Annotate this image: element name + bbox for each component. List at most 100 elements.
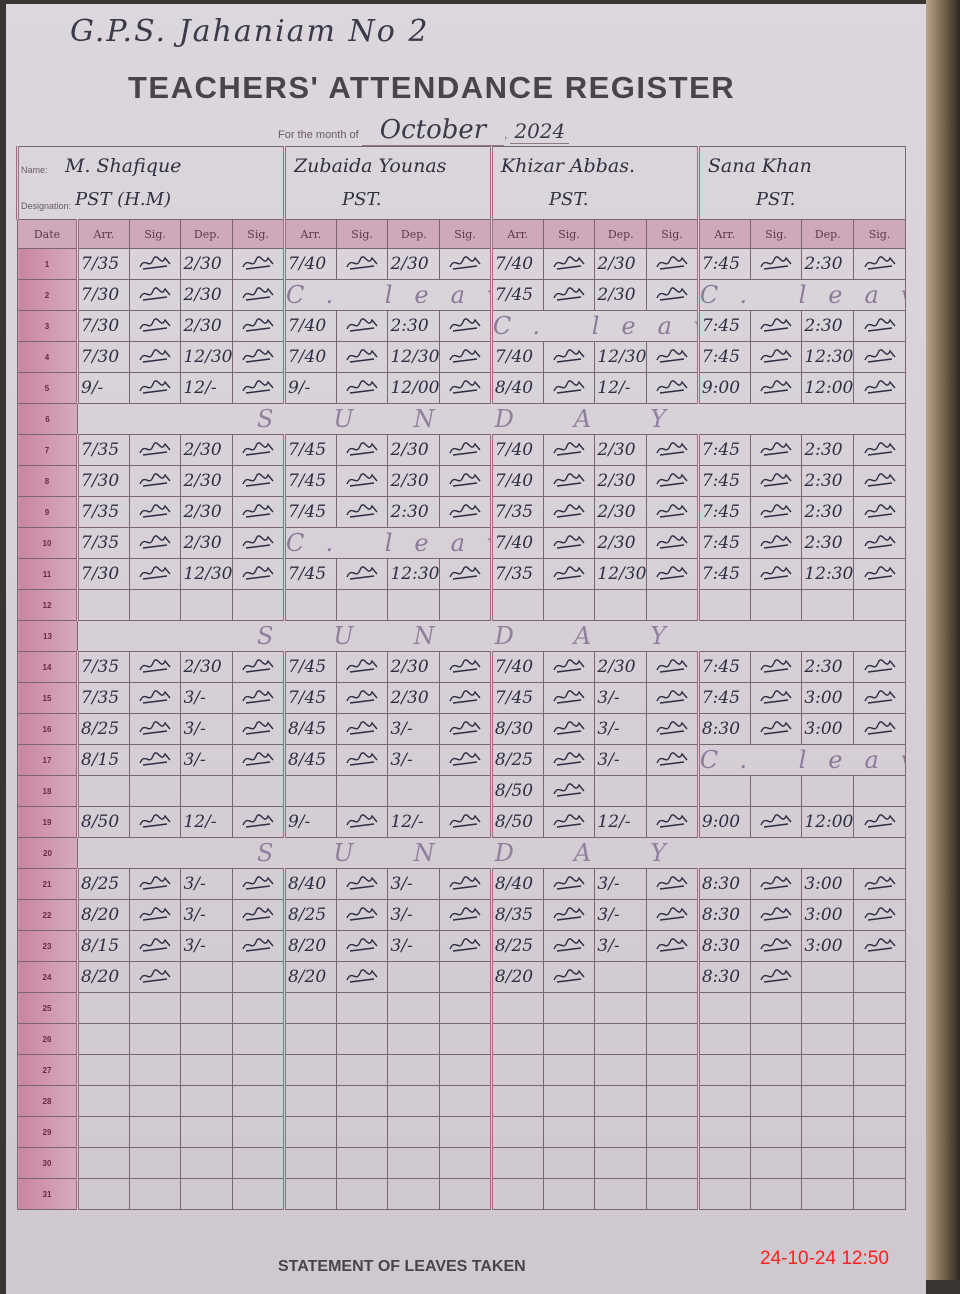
arrival-time: 8/20 bbox=[489, 961, 544, 993]
signature-mark bbox=[139, 255, 171, 270]
arrival-time bbox=[489, 1147, 544, 1179]
arrival-signature bbox=[335, 1147, 389, 1179]
departure-time: 12:00 bbox=[801, 372, 855, 404]
arrival-time: 7:45 bbox=[696, 248, 751, 280]
departure-signature bbox=[232, 496, 285, 528]
signature-mark bbox=[760, 348, 792, 363]
departure-signature bbox=[853, 527, 906, 559]
signature-mark bbox=[242, 255, 274, 270]
arrival-signature bbox=[749, 558, 803, 590]
departure-time bbox=[801, 775, 855, 807]
departure-signature bbox=[853, 651, 906, 683]
signature-mark bbox=[656, 813, 688, 828]
table-row: 15 7/35 3/- 7/45 2/30 7/45 3/- 7:45 3:00 bbox=[16, 682, 906, 714]
signature-mark bbox=[656, 379, 688, 394]
signature-mark bbox=[449, 751, 481, 766]
arrival-time: 8/25 bbox=[489, 744, 544, 776]
signature-mark bbox=[656, 565, 688, 580]
arrival-time: 8/40 bbox=[489, 868, 544, 900]
departure-time: 2/30 bbox=[180, 434, 234, 466]
arrival-signature bbox=[128, 1023, 182, 1055]
arrival-time bbox=[282, 1178, 337, 1210]
arrival-time: 8/25 bbox=[76, 868, 130, 900]
signature-mark bbox=[242, 689, 274, 704]
arrival-time bbox=[282, 589, 337, 621]
arrival-signature bbox=[542, 1178, 596, 1210]
signature-mark bbox=[760, 720, 792, 735]
departure-time bbox=[387, 1054, 441, 1086]
departure-signature bbox=[853, 1023, 906, 1055]
arrival-signature bbox=[335, 806, 389, 838]
departure-signature bbox=[232, 992, 285, 1024]
departure-time: 3/- bbox=[180, 713, 234, 745]
departure-time: 12/30 bbox=[387, 341, 441, 373]
arrival-time: 7:45 bbox=[696, 558, 751, 590]
signature-mark bbox=[863, 534, 896, 549]
departure-time: 2/30 bbox=[387, 651, 441, 683]
arrival-signature bbox=[128, 496, 182, 528]
camera-timestamp: 24-10-24 12:50 bbox=[760, 1248, 889, 1269]
signature-mark bbox=[242, 751, 274, 766]
arrival-signature bbox=[335, 465, 389, 497]
signature-mark bbox=[553, 255, 585, 270]
departure-signature bbox=[232, 930, 285, 962]
arrival-signature bbox=[335, 589, 389, 621]
sunday-note: SUNDAY bbox=[77, 620, 906, 652]
arrival-time bbox=[282, 775, 337, 807]
date-cell: 1 bbox=[16, 248, 79, 280]
departure-time: 3/- bbox=[387, 930, 441, 962]
column-header: Dep. bbox=[594, 219, 648, 249]
arrival-signature bbox=[542, 496, 596, 528]
departure-time bbox=[387, 961, 441, 993]
arrival-signature bbox=[749, 1178, 803, 1210]
arrival-signature bbox=[128, 279, 182, 311]
departure-time bbox=[801, 992, 855, 1024]
signature-mark bbox=[449, 875, 481, 890]
departure-signature bbox=[646, 1085, 699, 1117]
casual-leave-note: C. leave bbox=[282, 279, 492, 311]
column-header-row: Date Arr. Sig. Dep. Sig. Arr. Sig. Dep. Sig. Arr.… bbox=[16, 219, 906, 249]
arrival-time: 9/- bbox=[282, 806, 337, 838]
departure-signature bbox=[439, 775, 492, 807]
arrival-time: 8:30 bbox=[696, 868, 751, 900]
table-row: 30 bbox=[16, 1147, 906, 1179]
arrival-time: 8/30 bbox=[489, 713, 544, 745]
column-header: Sig. bbox=[542, 219, 596, 249]
departure-time bbox=[594, 1085, 648, 1117]
departure-time bbox=[387, 1023, 441, 1055]
arrival-signature bbox=[749, 992, 803, 1024]
arrival-signature bbox=[542, 279, 596, 311]
departure-time: 12/- bbox=[387, 806, 441, 838]
signature-mark bbox=[553, 782, 585, 797]
departure-time: 3/- bbox=[594, 899, 648, 931]
departure-signature bbox=[646, 775, 699, 807]
departure-signature bbox=[439, 899, 492, 931]
departure-signature bbox=[232, 589, 285, 621]
signature-mark bbox=[760, 534, 792, 549]
departure-signature bbox=[439, 651, 492, 683]
table-row: 107/35 2/30 C. leave7/40 2/30 7:45 2:30 bbox=[16, 527, 906, 559]
departure-signature bbox=[439, 310, 492, 342]
signature-mark bbox=[553, 503, 585, 518]
arrival-time bbox=[76, 1178, 130, 1210]
departure-signature bbox=[439, 868, 492, 900]
departure-signature bbox=[439, 806, 492, 838]
signature-mark bbox=[139, 565, 171, 580]
departure-time: 3:00 bbox=[801, 868, 855, 900]
departure-signature bbox=[232, 1147, 285, 1179]
arrival-signature bbox=[749, 496, 803, 528]
arrival-signature bbox=[542, 589, 596, 621]
departure-time: 2:30 bbox=[801, 527, 855, 559]
departure-signature bbox=[646, 372, 699, 404]
signature-mark bbox=[553, 441, 585, 456]
departure-signature bbox=[439, 372, 492, 404]
signature-mark bbox=[449, 255, 481, 270]
table-row: 26 bbox=[16, 1023, 906, 1055]
leaves-statement-heading: STATEMENT OF LEAVES TAKEN bbox=[278, 1258, 526, 1275]
departure-time: 2:30 bbox=[801, 248, 855, 280]
departure-time bbox=[180, 992, 234, 1024]
departure-signature bbox=[853, 992, 906, 1024]
arrival-time bbox=[76, 1023, 130, 1055]
arrival-signature bbox=[128, 713, 182, 745]
table-row: 20 SUNDAY bbox=[16, 837, 906, 869]
